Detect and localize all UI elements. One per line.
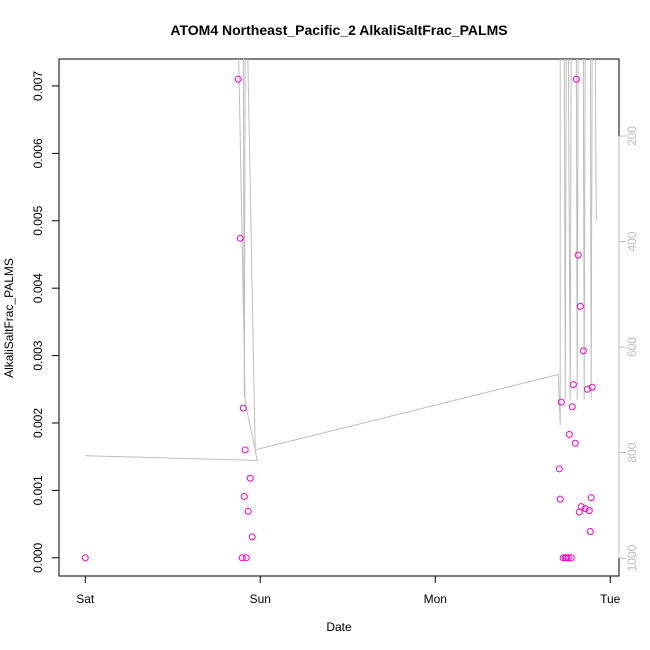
data-point [587,494,595,502]
x-tick-label: Sat [76,592,95,606]
data-point [234,75,242,83]
y-axis-label: AlkaliSaltFrac_PALMS [2,258,16,378]
right-y-tick-label: 400 [625,231,639,251]
data-point [556,495,564,503]
right-y-tick-label: 600 [625,337,639,357]
y-tick-label: 0.006 [31,138,45,168]
data-point [564,554,572,562]
data-point [555,465,563,473]
data-point [585,507,593,515]
data-point [567,554,575,562]
data-point [246,474,254,482]
depth-line-layer [85,59,597,461]
data-point [236,234,244,242]
data-point [562,554,570,562]
data-point [238,554,246,562]
data-point [81,554,89,562]
data-point [568,403,576,411]
right-y-tick-label: 1000 [625,544,639,571]
data-point [586,528,594,536]
data-point [577,503,585,511]
y-tick-label: 0.002 [31,408,45,438]
y-tick-label: 0.004 [31,273,45,303]
depth-line [85,59,597,461]
y-tick-label: 0.000 [31,542,45,572]
plot-frame [58,58,620,577]
x-tick-label: Tue [600,592,621,606]
data-point [581,505,589,513]
y-tick-label: 0.005 [31,205,45,235]
data-point-layer [81,75,596,562]
data-point [565,430,573,438]
data-point [242,554,250,562]
data-point [248,533,256,541]
right-y-axis: 200 400 600 800 1000 [618,126,639,571]
data-point [239,404,247,412]
data-point [572,75,580,83]
x-tick-label: Sun [250,592,271,606]
data-point [576,302,584,310]
x-axis-label: Date [326,620,352,634]
data-point [569,381,577,389]
data-point [579,347,587,355]
data-point [559,554,567,562]
data-point [574,251,582,259]
right-y-tick-label: 800 [625,442,639,462]
data-point [557,398,565,406]
data-point [240,492,248,500]
data-point [571,439,579,447]
x-axis: Sat Sun Mon Tue [76,575,621,606]
x-tick-label: Mon [424,592,447,606]
y-tick-label: 0.007 [31,71,45,101]
data-point [244,507,252,515]
y-tick-label: 0.003 [31,340,45,370]
data-point [241,446,249,454]
data-point [588,383,596,391]
y-tick-label: 0.001 [31,475,45,505]
right-y-tick-label: 200 [625,126,639,146]
y-axis: 0.000 0.001 0.002 0.003 0.004 0.005 0.006 0.007 [31,71,60,573]
chart-title: ATOM4 Northeast_Pacific_2 AlkaliSaltFrac… [170,22,507,38]
